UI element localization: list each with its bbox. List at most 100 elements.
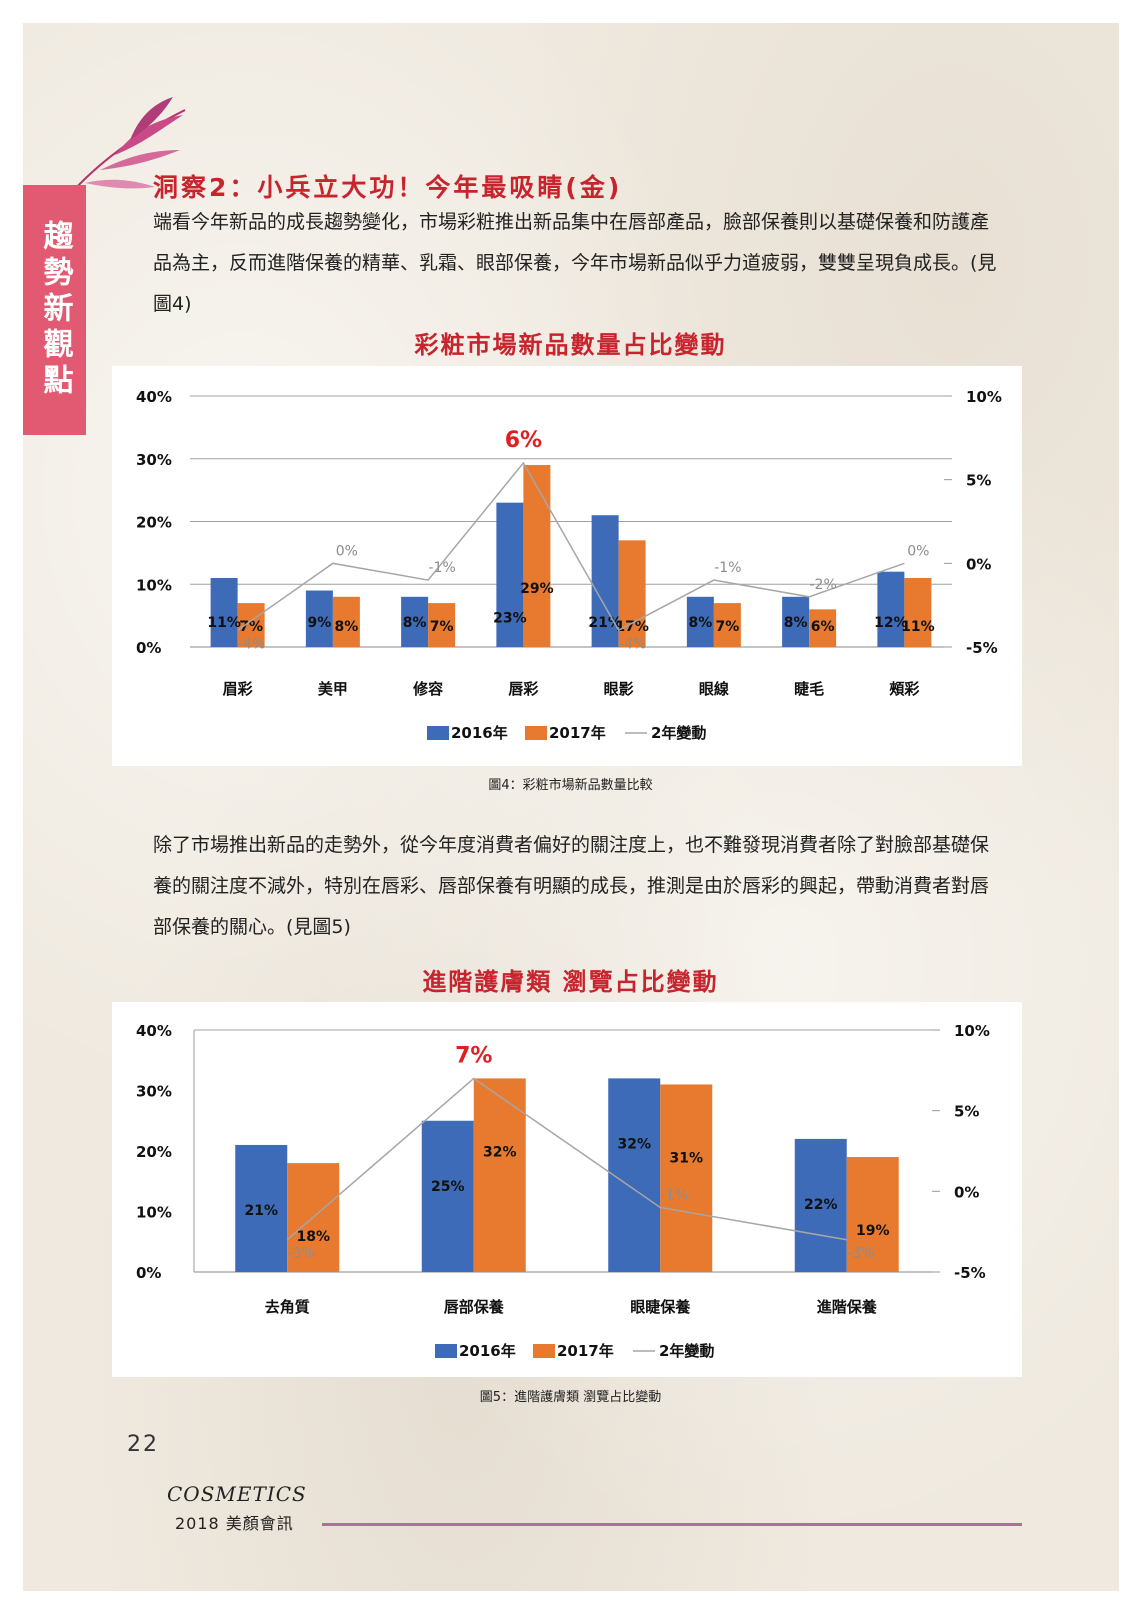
- section-title: 洞察2：小兵立大功！今年最吸睛(金): [153, 173, 623, 202]
- chart2-caption: 圖5：進階護膚類 瀏覽占比變動: [479, 1390, 662, 1405]
- chart2-change-label: -1%: [661, 1187, 688, 1203]
- chart2-bar-2016: [235, 1144, 288, 1272]
- chart1-label-2016: 8%: [688, 615, 712, 631]
- chart1-bar-2017: [523, 465, 551, 647]
- chart2-label-2016: 22%: [804, 1197, 838, 1213]
- brand-logo: COSMETICS: [167, 1482, 307, 1506]
- chart1-change-label: -1%: [714, 560, 741, 576]
- chart1-label-2016: 11%: [207, 615, 241, 631]
- chart1-change-label: 0%: [336, 543, 358, 559]
- chart1-label-2017: 6%: [811, 619, 835, 635]
- chart1-caption: 圖4：彩粧市場新品數量比較: [488, 778, 653, 793]
- chart1-label-2016: 23%: [493, 611, 527, 627]
- chart2-right-tick: 0%: [954, 1183, 979, 1201]
- footer-rule: [322, 1523, 1022, 1526]
- chart2-label-2016: 21%: [244, 1203, 278, 1219]
- chart1-left-tick: 20%: [136, 514, 172, 532]
- chart1-label-2017: 17%: [615, 619, 649, 635]
- chart2-left-tick: 30%: [136, 1083, 172, 1101]
- chart2-left-tick: 40%: [136, 1022, 172, 1040]
- chart2-right-tick: 5%: [954, 1103, 979, 1121]
- chart2-right-tick: 10%: [954, 1022, 990, 1040]
- chart2-legend-2017: 2017年: [557, 1342, 614, 1360]
- chart1-change-label: 0%: [907, 543, 929, 559]
- chart2-category-label: 進階保養: [817, 1298, 878, 1316]
- chart1-change-line: [237, 461, 905, 632]
- chart1-bar-2016: [782, 596, 810, 647]
- chart1-left-tick: 40%: [136, 388, 172, 406]
- chart1-category-label: 眼影: [604, 680, 634, 698]
- chart2-legend-2016-swatch: [435, 1344, 457, 1358]
- section-side-tab: 趨勢新觀點: [23, 185, 86, 435]
- chart2-category-label: 眼睫保養: [630, 1298, 691, 1316]
- chart1-label-2016: 12%: [874, 615, 908, 631]
- chart2-svg: 0% 10% 20% 30% 40% -5% 0% 5% 10% 去角質 21% 18% 唇部保養 25%…: [136, 1022, 990, 1360]
- chart1-change-label: -4%: [619, 636, 646, 652]
- chart1-change-label: -4%: [238, 636, 265, 652]
- chart2-label-2017: 18%: [296, 1229, 330, 1245]
- chart2-left-tick: 0%: [136, 1264, 161, 1282]
- chart1-label-2017: 8%: [334, 619, 358, 635]
- paragraph-1: 端看今年新品的成長趨勢變化，市場彩粧推出新品集中在唇部產品，臉部保養則以基礎保養…: [153, 211, 997, 315]
- chart1-panel: 0% 10% 20% 30% 40% -5% 0% 5% 10% 眉彩 11% 7% 美甲 9% 8% 修容 8…: [112, 366, 1022, 766]
- chart2-bar-2017: [473, 1078, 526, 1272]
- chart2-legend-2016: 2016年: [459, 1342, 516, 1360]
- chart2-bar-2017: [846, 1157, 899, 1272]
- chart1-category-label: 睫毛: [794, 680, 824, 698]
- chart2-change-label: -3%: [847, 1246, 874, 1262]
- chart1-label-2017: 7%: [715, 619, 739, 635]
- chart1-change-label: -2%: [809, 577, 836, 593]
- chart1-label-2016: 21%: [588, 615, 622, 631]
- chart1-legend-change: 2年變動: [651, 724, 706, 742]
- chart1-category-label: 頰彩: [889, 680, 919, 698]
- page-number: 22: [127, 1432, 159, 1457]
- chart2-label-2016: 32%: [617, 1136, 651, 1152]
- chart1-bar-2016: [210, 577, 238, 647]
- chart2-highlight-label: 7%: [455, 1043, 492, 1068]
- chart1-bar-2016: [401, 596, 429, 647]
- chart1-legend-2017-swatch: [525, 726, 547, 740]
- chart2-left-tick: 20%: [136, 1143, 172, 1161]
- chart1-label-2017: 7%: [239, 619, 263, 635]
- chart2-bar-2016: [421, 1120, 474, 1272]
- chart2-label-2017: 32%: [483, 1144, 517, 1160]
- chart1-bar-2017: [428, 603, 456, 647]
- chart1-bar-2016: [877, 571, 905, 647]
- chart2-label-2017: 31%: [669, 1150, 703, 1166]
- brand-subtitle: 2018 美顏會訊: [175, 1514, 294, 1533]
- chart1-bar-2017: [332, 596, 360, 647]
- chart2-bar-2016: [794, 1138, 847, 1272]
- chart1-right-tick: 10%: [966, 388, 1002, 406]
- chart1-bar-2016: [305, 590, 333, 647]
- chart1-left-tick: 10%: [136, 576, 172, 594]
- chart1-title: 彩粧市場新品數量占比變動: [414, 331, 727, 359]
- chart2-legend-2017-swatch: [533, 1344, 555, 1358]
- chart2-label-2016: 25%: [431, 1179, 465, 1195]
- chart1-bar-2016: [591, 515, 619, 647]
- chart1-label-2016: 8%: [403, 615, 427, 631]
- chart1-label-2016: 9%: [307, 615, 331, 631]
- chart1-category-label: 眉彩: [223, 680, 253, 698]
- chart2-change-label: -3%: [288, 1246, 315, 1262]
- chart2-title: 進階護膚類 瀏覽占比變動: [422, 968, 719, 996]
- chart1-highlight-label: 6%: [505, 428, 542, 453]
- chart1-category-label: 美甲: [318, 680, 348, 698]
- chart2-bar-2016: [608, 1078, 661, 1272]
- chart1-legend-2016-swatch: [427, 726, 449, 740]
- chart2-bar-2017: [660, 1084, 713, 1272]
- chart1-bar-2017: [618, 540, 646, 647]
- chart1-bar-2017: [713, 603, 741, 647]
- chart1-category-label: 眼線: [699, 680, 729, 698]
- chart2-legend-change: 2年變動: [659, 1342, 714, 1360]
- chart2-label-2017: 19%: [856, 1223, 890, 1239]
- chart1-left-tick: 30%: [136, 451, 172, 469]
- chart1-bar-2017: [904, 577, 932, 647]
- chart1-category-label: 唇彩: [508, 680, 538, 698]
- chart1-legend-2016: 2016年: [451, 724, 508, 742]
- chart1-right-tick: 0%: [966, 555, 991, 573]
- chart1-left-tick: 0%: [136, 639, 161, 657]
- chart1-label-2017: 7%: [430, 619, 454, 635]
- chart1-label-2017: 11%: [901, 619, 935, 635]
- chart1-label-2017: 29%: [520, 581, 554, 597]
